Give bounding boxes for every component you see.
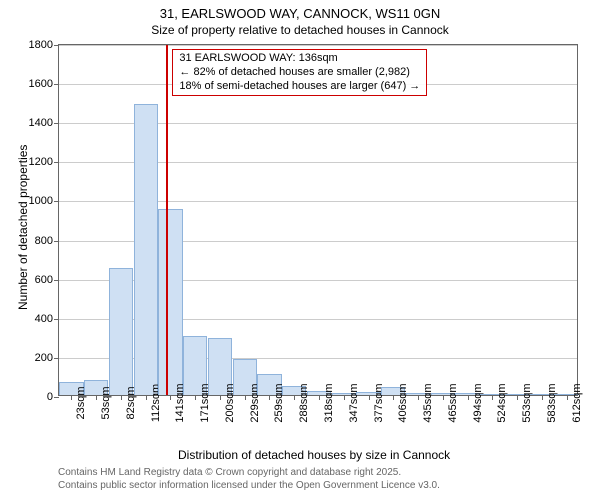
xtick-label: 553sqm [521, 383, 533, 422]
xtick-mark [369, 395, 370, 400]
plot-area: 02004006008001000120014001600180023sqm53… [58, 44, 578, 396]
xtick-label: 288sqm [298, 383, 310, 422]
xtick-mark [468, 395, 469, 400]
ytick-label: 400 [35, 313, 53, 325]
xtick-mark [542, 395, 543, 400]
chart-container: 31, EARLSWOOD WAY, CANNOCK, WS11 0GN Siz… [0, 0, 600, 500]
ytick-mark [54, 319, 59, 320]
ytick-mark [54, 397, 59, 398]
ytick-label: 0 [47, 391, 53, 403]
ytick-mark [54, 358, 59, 359]
xtick-mark [170, 395, 171, 400]
reference-line [166, 45, 168, 395]
xtick-mark [96, 395, 97, 400]
xtick-label: 318sqm [323, 383, 335, 422]
xtick-mark [319, 395, 320, 400]
xtick-label: 465sqm [447, 383, 459, 422]
ytick-label: 1400 [29, 117, 53, 129]
xtick-mark [393, 395, 394, 400]
annotation-line1: 31 EARLSWOOD WAY: 136sqm [179, 52, 420, 66]
bar [134, 104, 158, 395]
ytick-label: 1800 [29, 39, 53, 51]
xtick-mark [492, 395, 493, 400]
ytick-mark [54, 162, 59, 163]
xtick-mark [269, 395, 270, 400]
gridline [59, 45, 577, 46]
ytick-label: 800 [35, 235, 53, 247]
xtick-mark [443, 395, 444, 400]
ytick-label: 1200 [29, 156, 53, 168]
bar [109, 268, 133, 395]
xtick-label: 347sqm [348, 383, 360, 422]
xtick-mark [567, 395, 568, 400]
ytick-mark [54, 45, 59, 46]
xtick-mark [195, 395, 196, 400]
x-axis-label: Distribution of detached houses by size … [178, 448, 450, 462]
xtick-mark [344, 395, 345, 400]
xtick-label: 435sqm [422, 383, 434, 422]
xtick-mark [517, 395, 518, 400]
xtick-label: 583sqm [546, 383, 558, 422]
annotation-box: 31 EARLSWOOD WAY: 136sqm← 82% of detache… [172, 49, 427, 96]
bar [158, 209, 182, 395]
xtick-mark [418, 395, 419, 400]
ytick-mark [54, 84, 59, 85]
xtick-mark [121, 395, 122, 400]
chart-title: 31, EARLSWOOD WAY, CANNOCK, WS11 0GN [0, 6, 600, 21]
annotation-line2: ← 82% of detached houses are smaller (2,… [179, 66, 420, 80]
xtick-label: 524sqm [496, 383, 508, 422]
xtick-mark [245, 395, 246, 400]
xtick-mark [220, 395, 221, 400]
ytick-label: 600 [35, 274, 53, 286]
xtick-label: 494sqm [472, 383, 484, 422]
attribution-line2: Contains public sector information licen… [58, 479, 440, 492]
ytick-label: 200 [35, 352, 53, 364]
xtick-mark [71, 395, 72, 400]
ytick-mark [54, 280, 59, 281]
y-axis-label: Number of detached properties [16, 145, 30, 310]
xtick-mark [294, 395, 295, 400]
attribution: Contains HM Land Registry data © Crown c… [58, 466, 440, 492]
ytick-mark [54, 241, 59, 242]
ytick-mark [54, 123, 59, 124]
xtick-label: 612sqm [571, 383, 583, 422]
ytick-label: 1600 [29, 78, 53, 90]
xtick-label: 406sqm [397, 383, 409, 422]
chart-subtitle: Size of property relative to detached ho… [0, 23, 600, 37]
xtick-mark [146, 395, 147, 400]
attribution-line1: Contains HM Land Registry data © Crown c… [58, 466, 440, 479]
annotation-line3: 18% of semi-detached houses are larger (… [179, 80, 420, 94]
ytick-label: 1000 [29, 195, 53, 207]
ytick-mark [54, 201, 59, 202]
